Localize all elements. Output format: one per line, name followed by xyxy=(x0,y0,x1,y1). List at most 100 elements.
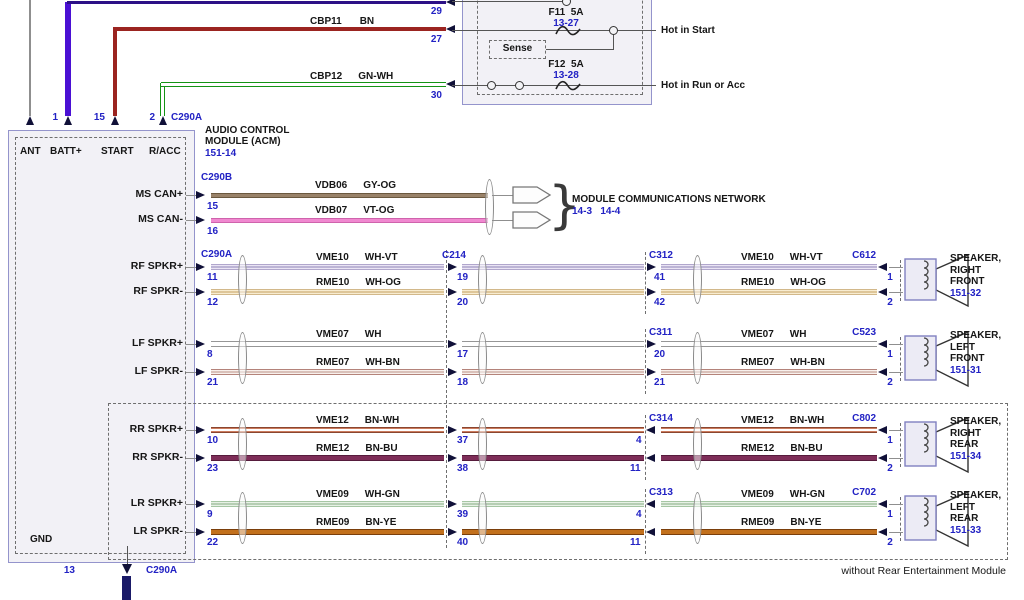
module-pin-minus: 22 xyxy=(207,537,219,548)
speaker-pin-arrow-minus xyxy=(878,528,887,536)
gnd-wire xyxy=(122,576,131,600)
gnd-connector-label: C290A xyxy=(146,565,178,576)
mid-connector-line-c313 xyxy=(645,489,646,554)
wire-rme12-seg3 xyxy=(661,455,877,461)
speaker-name-line: LEFT xyxy=(950,501,975,513)
speaker-name-line: FRONT xyxy=(950,353,985,364)
speaker-page: 151-34 xyxy=(950,450,982,462)
acm-module-inner-dashed xyxy=(15,137,186,554)
wire-label-vme07-2: VME07 WH xyxy=(741,329,807,340)
cbp11-wire-label: CBP11 BN xyxy=(310,16,375,27)
mid-pin-arrow-minus xyxy=(646,528,655,536)
speaker-pin-minus: 2 xyxy=(887,297,893,308)
wire-rme09-seg1 xyxy=(211,529,444,535)
module-pin-minus: 21 xyxy=(207,377,219,388)
speaker-icon xyxy=(903,251,975,315)
wire-label-rme09-2: RME09 BN-YE xyxy=(741,517,822,528)
speaker-name-line: LEFT xyxy=(950,341,975,353)
sense-link-horizontal xyxy=(546,49,614,51)
wire-label-rme10-2: RME10 WH-OG xyxy=(741,277,826,288)
c214-pin-minus: 40 xyxy=(457,537,469,548)
module-pin-plus: 8 xyxy=(207,349,213,360)
ms-can-minus-label: MS CAN- xyxy=(138,213,183,225)
hot-in-run-terminal-1 xyxy=(487,81,496,90)
wire-label-vme10: VME10 WH-VT xyxy=(316,252,398,263)
mid-connector-line-c311 xyxy=(645,329,646,394)
sense-link-vertical xyxy=(613,35,615,50)
wire-label-vme07: VME07 WH xyxy=(316,329,382,340)
vdb06-wire-label: VDB06 GY-OG xyxy=(315,180,397,191)
racc-wire-vertical xyxy=(160,83,165,116)
speaker-connector-label: C702 xyxy=(852,487,876,498)
module-pin-arrow-minus xyxy=(196,368,205,376)
wire-rme10-seg3 xyxy=(661,289,877,295)
speaker-lead-plus xyxy=(889,267,903,268)
c214-pin-minus: 18 xyxy=(457,377,469,388)
rem-note: without Rear Entertainment Module xyxy=(841,565,1006,577)
hot-in-run-label: Hot in Run or Acc xyxy=(661,80,746,91)
fuse-pin30: 30 xyxy=(430,90,442,101)
fuse-pin29-arrow xyxy=(446,0,455,6)
speaker-pin-arrow-minus xyxy=(878,368,887,376)
mid-connector-line-c314 xyxy=(645,415,646,480)
sense-box xyxy=(489,40,546,59)
twisted-pair-symbol xyxy=(478,255,487,304)
module-label-rf-spkr-: RF SPKR- xyxy=(133,285,183,297)
module-pin-plus: 11 xyxy=(207,272,218,283)
speaker-connector-line xyxy=(900,337,901,381)
c214-pin-arrow-minus xyxy=(448,288,457,296)
module-label-rf-spkr-: RF SPKR+ xyxy=(130,260,183,272)
module-stub-minus xyxy=(186,532,196,533)
ms-can-plus-stub xyxy=(186,195,196,196)
twisted-pair-symbol xyxy=(478,332,487,384)
c214-pin-arrow-plus xyxy=(448,340,457,348)
cbp12-wire-label: CBP12 GN-WH xyxy=(310,71,394,82)
can-twisted-pair-symbol xyxy=(485,179,494,235)
speaker-pin-arrow-minus xyxy=(878,454,887,462)
twisted-pair-symbol xyxy=(238,332,247,384)
wire-vme10-seg2 xyxy=(462,264,644,270)
c214-pin-arrow-plus xyxy=(448,426,457,434)
twisted-pair-symbol xyxy=(693,332,702,384)
wire-label-vme09: VME09 WH-GN xyxy=(316,489,400,500)
speaker-icon xyxy=(903,488,975,555)
rem-boundary-box xyxy=(108,403,1008,560)
vdb06-wire xyxy=(211,193,488,198)
speaker-page: 151-33 xyxy=(950,524,982,536)
can-plus-connector-icon xyxy=(512,186,552,204)
speaker-pin-arrow-plus xyxy=(878,263,887,271)
wire-rme09-seg2 xyxy=(462,529,644,535)
wire-label-vme09-2: VME09 WH-GN xyxy=(741,489,825,500)
speaker-name-line: REAR xyxy=(950,439,979,450)
speaker-name-line: RIGHT xyxy=(950,427,982,439)
speaker-pin-arrow-plus xyxy=(878,426,887,434)
c214-pin-plus: 17 xyxy=(457,349,469,360)
racc-pin-number: 2 xyxy=(149,112,155,123)
wire-label-vme12-2: VME12 BN-WH xyxy=(741,415,825,426)
racc-label: R/ACC xyxy=(149,146,181,157)
mid-pin-arrow-plus xyxy=(646,426,655,434)
fuse-pin27-arrow xyxy=(446,25,455,33)
acm-module-box xyxy=(8,130,195,563)
wire-rme07-seg3 xyxy=(661,369,877,375)
mid-pin-plus: 4 xyxy=(636,509,642,520)
speaker-page: 151-31 xyxy=(950,364,982,376)
start-pin-arrow xyxy=(111,116,119,125)
c214-connector-label: C214 xyxy=(442,250,466,261)
fuse-f12-label: F12 5A xyxy=(548,59,584,70)
wire-rme09-seg3 xyxy=(661,529,877,535)
wire-label-rme09: RME09 BN-YE xyxy=(316,517,397,528)
speaker-connector-label: C802 xyxy=(852,413,876,424)
start-wire-horizontal xyxy=(113,27,446,31)
speaker-pin-plus: 1 xyxy=(887,349,893,360)
batt-label: BATT+ xyxy=(50,146,82,157)
mid-pin-plus: 41 xyxy=(654,272,666,283)
speaker-lead-plus xyxy=(889,344,903,345)
speaker-pin-arrow-plus xyxy=(878,340,887,348)
mid-pin-arrow-plus xyxy=(646,500,655,508)
c214-pin-arrow-plus xyxy=(448,263,457,271)
acm-title-line2: MODULE (ACM) xyxy=(205,136,281,147)
speaker-name-line: FRONT xyxy=(950,276,985,287)
can-brace: } xyxy=(548,176,582,236)
